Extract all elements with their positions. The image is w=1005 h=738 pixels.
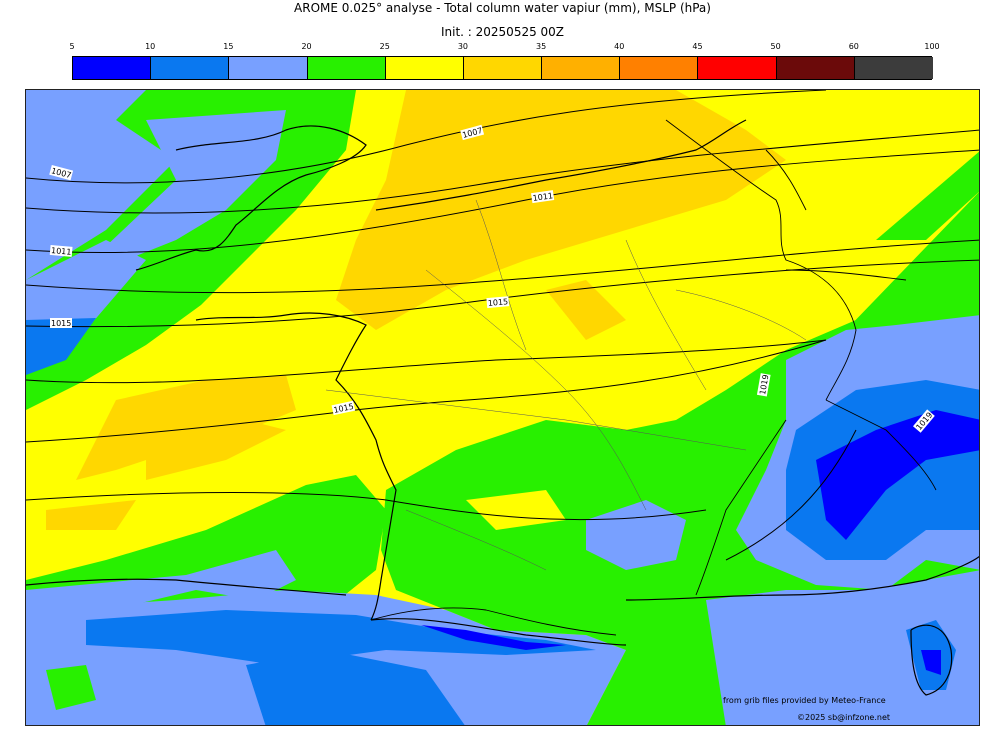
colorbar-segment — [307, 57, 386, 79]
colorbar-tick-label: 25 — [379, 42, 390, 51]
isobar-label: 1011 — [51, 246, 72, 257]
map-title: AROME 0.025° analyse - Total column wate… — [294, 1, 711, 15]
copyright-credit: ©2025 sb@infzone.net — [797, 713, 891, 722]
field-5-10-alps — [816, 410, 979, 540]
isobar-label: 1015 — [333, 402, 355, 415]
init-time: Init. : 20250525 00Z — [440, 25, 565, 39]
colorbar-segment — [151, 57, 230, 79]
colorbar-tick-label: 15 — [223, 42, 234, 51]
colorbar-segment — [776, 57, 855, 79]
field-15-20-massif-central — [586, 500, 686, 570]
field-20-25-iberia-west — [46, 665, 96, 710]
isobar-label: 1015 — [487, 297, 508, 308]
field-15-20-channel — [86, 110, 286, 265]
colorbar — [72, 56, 933, 80]
colorbar-tick-label: 30 — [457, 42, 468, 51]
field-20-25-germany — [876, 151, 979, 240]
colorbar-tick-label: 100 — [924, 42, 940, 51]
data-source-credit: from grib files provided by Meteo-France — [723, 696, 886, 705]
field-15-20-northwest — [26, 90, 176, 280]
colorbar-tick-label: 10 — [145, 42, 156, 51]
coastlines — [26, 119, 979, 696]
field-20-25-northeast — [846, 192, 979, 330]
field-5-10-corsica — [921, 650, 941, 675]
region-borders — [325, 199, 807, 571]
colorbar-tick-label: 5 — [69, 42, 75, 51]
field-25-30-aquitaine — [466, 490, 566, 530]
colorbar-tick-label: 20 — [301, 42, 312, 51]
colorbar-tick-label: 35 — [535, 42, 547, 51]
colorbar-tick-label: 50 — [770, 42, 781, 51]
isobar-label: 1019 — [758, 374, 770, 396]
field-5-10-pyrenees — [421, 625, 566, 650]
field-10-15-west — [26, 318, 96, 375]
colorbar-segment — [698, 57, 777, 79]
colorbar-segment — [854, 57, 933, 79]
isobar-label: 1015 — [51, 319, 71, 328]
colorbar-segment — [542, 57, 621, 79]
field-10-15-spain — [246, 650, 465, 725]
colorbar-tick-label: 40 — [614, 42, 625, 51]
colorbar-segment — [385, 57, 464, 79]
colorbar-tick-label: 60 — [848, 42, 859, 51]
field-10-15-pyrenees — [86, 610, 596, 665]
field-30-35-north — [336, 90, 786, 330]
colorbar-tick-label: 45 — [692, 42, 703, 51]
weather-map: 1007 1007 1011 1011 1015 1015 1015 1019 1019 — [25, 89, 980, 726]
field-30-35-brittany — [76, 375, 296, 480]
field-30-35-central — [546, 280, 626, 340]
field-30-35-southwest-ocean — [46, 500, 136, 530]
field-15-20-mediterranean — [706, 570, 979, 725]
colorbar-segment — [229, 57, 308, 79]
colorbar-segment — [620, 57, 699, 79]
isobar-lines — [26, 90, 979, 561]
colorbar-segment — [73, 57, 152, 79]
colorbar-segment — [463, 57, 543, 79]
country-borders — [370, 119, 937, 636]
isobar-label: 1011 — [532, 191, 553, 203]
field-30-35-atlantic — [146, 420, 286, 480]
